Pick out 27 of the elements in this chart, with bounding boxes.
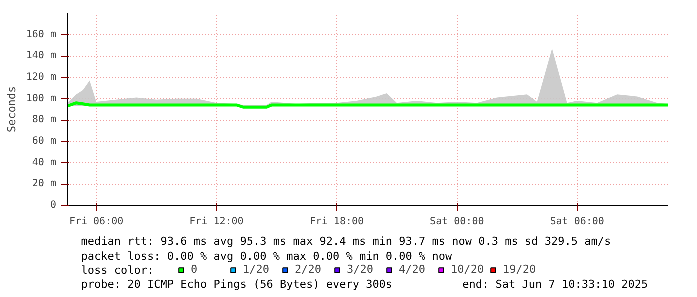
y-tick-label: 160 m — [26, 29, 57, 40]
x-tick-label: Fri 12:00 — [190, 216, 244, 228]
legend-label: 10/20 — [451, 263, 485, 276]
y-tick-label: 20 m — [32, 178, 57, 190]
y-axis-title: Seconds — [5, 86, 18, 133]
x-tick-label: Fri 06:00 — [69, 216, 124, 228]
legend-label: 4/20 — [399, 263, 426, 276]
x-tick-label: Sat 00:00 — [430, 216, 484, 228]
y-tick-label: 140 m — [26, 50, 57, 62]
legend-label: 2/20 — [295, 263, 322, 276]
text: end: Sat Jun 7 10:33:10 2025 — [462, 278, 648, 291]
x-tick-label: Fri 18:00 — [310, 216, 364, 228]
legend-label: 19/20 — [503, 263, 537, 276]
y-tick-label: 80 m — [32, 114, 57, 126]
text: median rtt: 93.6 ms avg 95.3 ms max 92.4 ms min 93.7 ms now 0.3 ms sd 329.5 am/s — [81, 235, 612, 248]
y-tick-label: 120 m — [26, 72, 57, 83]
legend-label: 3/20 — [347, 263, 374, 276]
y-tick-label: 60 m — [32, 136, 57, 147]
text: probe: 20 ICMP Echo Pings (56 Bytes) every 300s — [81, 278, 393, 291]
legend-title: loss color: — [81, 264, 154, 277]
text: packet loss: 0.00 % avg 0.00 % max 0.00 % min 0.00 % now — [81, 250, 453, 263]
y-tick-label: 40 m — [32, 157, 57, 168]
x-tick-label: Sat 06:00 — [550, 216, 604, 228]
legend-label: 1/20 — [243, 263, 270, 276]
y-tick-label: 0 — [50, 200, 57, 211]
y-tick-label: 100 m — [26, 93, 57, 104]
legend-label: 0 — [191, 263, 199, 276]
